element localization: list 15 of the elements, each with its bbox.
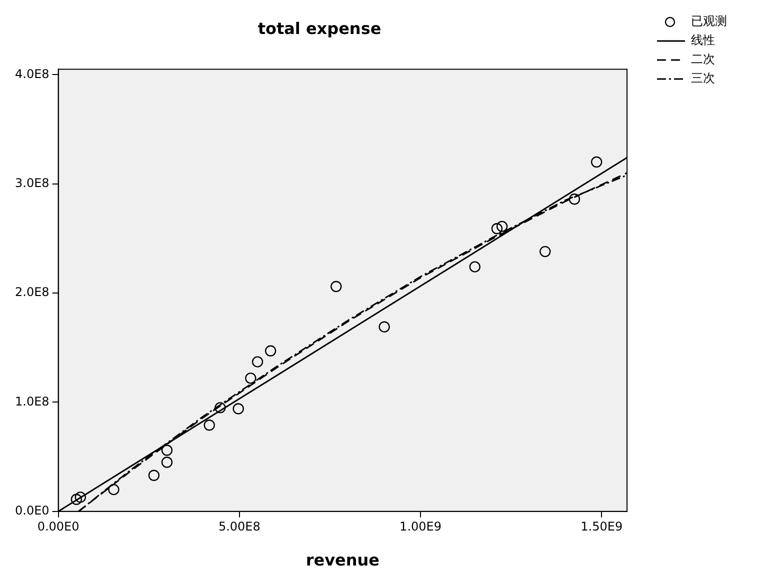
x-tick-label: 0.00E0 (37, 520, 80, 534)
y-tick-label: 0.0E0 (14, 504, 50, 518)
chart-title: total expense (258, 18, 382, 38)
legend-label: 三次 (691, 71, 715, 86)
x-tick-label: 1.00E9 (400, 520, 442, 534)
legend-label: 二次 (691, 52, 715, 66)
y-tick-label: 3.0E8 (14, 176, 50, 190)
y-tick-label: 4.0E8 (14, 66, 50, 81)
legend-label: 线性 (691, 33, 715, 48)
y-tick-label: 2.0E8 (14, 285, 50, 300)
x-tick-label: 1.50E9 (580, 520, 623, 534)
legend-label: 已观测 (691, 14, 727, 28)
x-tick-label: 5.00E8 (218, 520, 260, 534)
y-tick-label: 1.0E8 (14, 394, 50, 408)
x-axis-title: revenue (306, 550, 380, 570)
